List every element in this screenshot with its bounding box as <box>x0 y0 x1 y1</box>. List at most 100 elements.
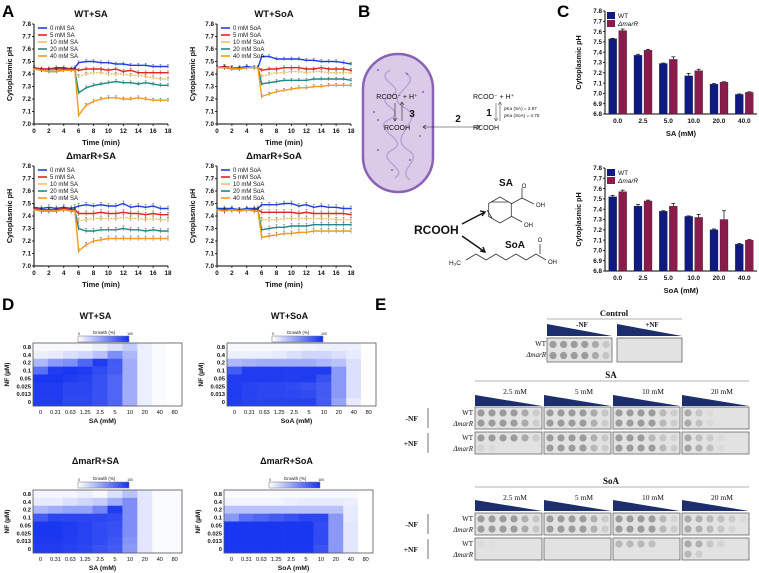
legend-label: 40 mM SA <box>50 196 78 202</box>
y-tick-label: 7.0 <box>22 263 31 270</box>
colony-spot <box>510 525 518 533</box>
row-label: 0 <box>222 400 225 406</box>
data-point <box>115 80 117 83</box>
colorbar-min: 0 <box>78 332 80 336</box>
data-point <box>305 59 308 62</box>
agar-plate <box>612 512 681 536</box>
col-label: 20 <box>336 410 342 416</box>
data-point <box>290 217 293 220</box>
bar-wt <box>684 75 693 115</box>
heatmap-cell <box>328 505 344 514</box>
colony-spot <box>739 515 747 523</box>
data-point <box>144 218 147 221</box>
heatmap-cell <box>137 545 153 554</box>
x-tick-label: 18 <box>164 128 172 135</box>
data-point <box>167 230 169 232</box>
data-point <box>152 99 154 102</box>
y-axis-label: NF (µM) <box>198 363 205 387</box>
heatmap-cell <box>107 382 123 391</box>
heatmap-cell <box>268 497 284 507</box>
heatmap-cell <box>107 398 123 407</box>
data-point <box>122 216 125 219</box>
series-line <box>216 208 351 239</box>
heatmap-cell <box>62 343 78 352</box>
legend-label: 20 mM SA <box>50 189 78 195</box>
y-tick-label: 7.8 <box>205 21 214 28</box>
x-axis-label: SA (mM) <box>89 418 116 425</box>
heatmap-cell <box>241 398 258 407</box>
heatmap-cell <box>346 343 362 352</box>
colony-spot <box>521 525 529 533</box>
colony-spot <box>591 340 600 349</box>
data-point <box>92 84 95 87</box>
colony-spot <box>570 351 578 360</box>
heatmap-cell <box>92 505 108 514</box>
plate-frame <box>681 431 750 455</box>
row-label: 0.1 <box>23 369 32 375</box>
heatmap-cell <box>167 490 183 499</box>
heatmap-cell <box>224 545 240 554</box>
x-tick-label: 10 <box>105 128 113 135</box>
heatmap-cell <box>301 366 317 375</box>
col-label: 10 <box>127 410 133 416</box>
data-point <box>350 230 352 232</box>
heatmap-cell <box>331 343 347 352</box>
heatmap-cell <box>137 382 153 391</box>
heatmap-cell <box>271 350 287 360</box>
colony-spot <box>706 515 714 523</box>
data-point <box>320 217 323 220</box>
data-point <box>74 210 76 212</box>
colony-spot <box>477 525 485 533</box>
series-line <box>33 208 168 222</box>
colony-spot <box>695 540 703 548</box>
data-point <box>290 58 293 60</box>
data-point <box>40 210 43 212</box>
data-point <box>320 66 323 69</box>
spot-assay-panel: Control -NF +NF WT ΔmarR SA 2.5 mM 5 mM 10 mM 20 … <box>404 308 750 561</box>
heatmap-cell <box>137 350 153 360</box>
colorbar-max: 100 <box>127 332 133 336</box>
colony-spot <box>557 525 565 533</box>
data-point <box>216 66 218 69</box>
heatmap-cell <box>152 505 168 514</box>
heatmap-cell <box>268 529 284 538</box>
heatmap-cell <box>92 390 108 399</box>
heatmap-cell <box>271 398 287 407</box>
colony-spot <box>695 550 703 558</box>
plate-frame <box>543 406 612 430</box>
colony-spot <box>521 515 529 523</box>
heatmap-cell <box>33 382 49 391</box>
heatmap-cell <box>62 398 78 407</box>
association-arrow-icon <box>399 101 405 121</box>
data-point <box>320 223 323 226</box>
heatmap-cell <box>256 358 272 367</box>
y-tick-label: 7.8 <box>593 165 602 172</box>
colony-spot <box>659 419 667 427</box>
x-tick-label: 14 <box>318 270 326 277</box>
heatmap-cell <box>227 350 243 360</box>
data-point <box>62 69 65 72</box>
data-point <box>312 70 315 73</box>
data-point <box>298 205 300 207</box>
colony-spot <box>510 409 518 417</box>
x-tick-label: 40.0 <box>738 118 751 125</box>
heatmap-cell <box>77 390 93 399</box>
heatmap-cell <box>224 513 240 522</box>
data-point <box>350 207 352 210</box>
data-point <box>92 71 95 74</box>
data-point <box>275 58 278 60</box>
pka-sa-label: pKa (SA) = 2.97 <box>504 106 537 111</box>
colorbar-label: Growth (%) <box>284 476 307 481</box>
heatmap-cell <box>152 390 168 399</box>
colony-spot <box>499 515 507 523</box>
carboxyl-oh-label: OH <box>536 203 545 209</box>
series-line <box>33 60 168 70</box>
row-label: 0.025 <box>16 531 31 537</box>
heatmap-cell <box>253 537 269 546</box>
heatmap-cell <box>238 521 255 530</box>
col-label: 0.63 <box>256 557 267 563</box>
heatmap-cell <box>316 350 332 360</box>
heatmap-cell <box>331 382 347 391</box>
concentration-label: 2.5 mM <box>503 387 527 396</box>
data-point <box>305 203 308 206</box>
